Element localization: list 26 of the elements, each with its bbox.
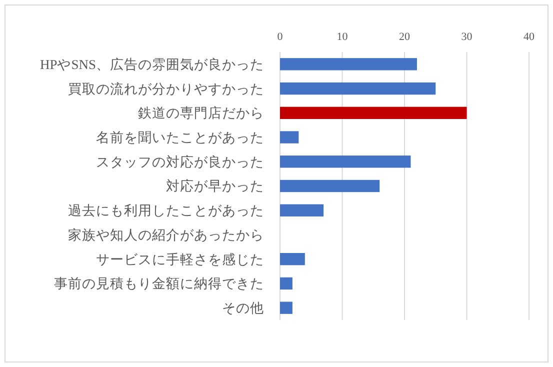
bar — [280, 156, 411, 168]
y-tick-label: サービスに手軽さを感じた — [96, 252, 264, 267]
bar — [280, 253, 305, 266]
y-tick-label: 名前を聞いたことがあった — [96, 130, 264, 145]
bar — [280, 58, 417, 70]
x-tick-label: 10 — [336, 31, 348, 43]
bar — [280, 180, 380, 192]
x-tick-label: 0 — [277, 31, 284, 43]
x-tick-label: 40 — [524, 31, 535, 43]
x-tick-label: 20 — [399, 31, 410, 43]
y-tick-label: 買取の流れが分かりやすかった — [68, 81, 264, 96]
y-tick-label: 対応が早かった — [166, 178, 264, 194]
y-tick-label: スタッフの対応が良かった — [96, 154, 264, 170]
y-tick-label: その他 — [222, 300, 264, 316]
y-tick-label: 家族や知人の紹介があったから — [68, 227, 264, 242]
y-tick-label: 事前の見積もり金額に納得できた — [54, 276, 264, 292]
bar — [280, 277, 292, 290]
bar — [280, 204, 324, 216]
y-tick-label: HPやSNS、広告の雰囲気が良かった — [40, 56, 264, 72]
y-tick-label: 鉄道の専門店だから — [138, 106, 264, 121]
bar — [280, 82, 436, 95]
bar — [280, 302, 292, 314]
y-tick-label: 過去にも利用したことがあった — [68, 203, 264, 218]
bar — [280, 131, 299, 144]
bar — [280, 106, 467, 119]
x-tick-label: 30 — [461, 31, 473, 43]
